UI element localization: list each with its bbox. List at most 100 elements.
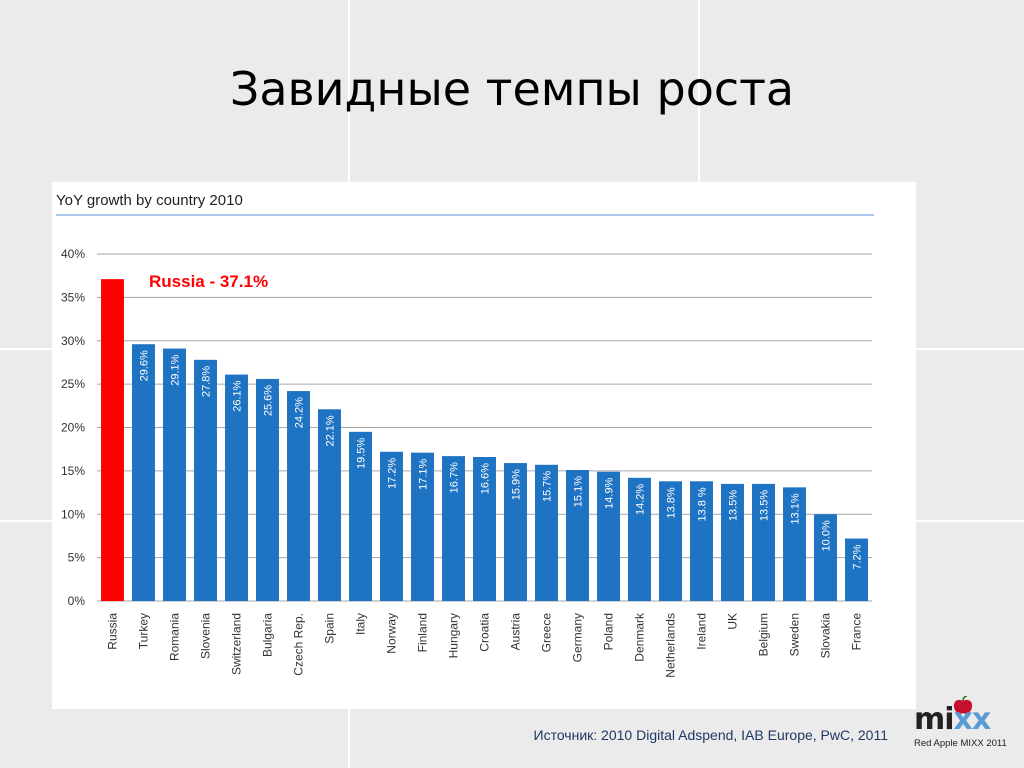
bar-data-label: 22.1%	[325, 415, 337, 446]
x-tick-label: Hungary	[447, 613, 461, 658]
red-apple-icon	[953, 696, 973, 714]
bar-data-label: 17.1%	[418, 458, 430, 489]
x-tick-label: Slovakia	[819, 613, 833, 659]
bar-slovenia	[194, 359, 217, 601]
data-labels-layer: 29.6% 29.1% 27.8% 26.1% 25.6% 24.2% 22.1% 19.5%…	[139, 350, 864, 570]
x-tick-label: Romania	[168, 613, 182, 661]
bar-belgium	[752, 483, 775, 601]
bar-croatia	[473, 456, 496, 601]
bar-data-label: 13.5%	[759, 490, 771, 521]
background-grid-line	[0, 348, 52, 350]
bar-switzerland	[225, 374, 248, 601]
x-tick-label: Bulgaria	[261, 613, 275, 657]
x-tick-label: Belgium	[757, 613, 771, 656]
source-note: Источник: 2010 Digital Adspend, IAB Euro…	[533, 727, 888, 743]
y-tick-label: 0%	[68, 594, 86, 608]
y-tick-label: 5%	[68, 551, 86, 565]
x-tick-label: Finland	[416, 613, 430, 652]
x-tick-label: Germany	[571, 613, 585, 662]
y-axis-ticks: 0% 5% 10% 15% 20% 25% 30% 35% 40%	[61, 247, 85, 608]
y-tick-label: 35%	[61, 290, 85, 304]
x-tick-label: Italy	[354, 613, 368, 635]
chart-title: YoY growth by country 2010	[56, 192, 243, 209]
x-tick-label: Turkey	[137, 613, 151, 649]
bar-netherlands	[659, 481, 682, 601]
bar-chart: YoY growth by country 2010 0% 5% 10% 15% 20%…	[56, 192, 874, 678]
y-tick-label: 40%	[61, 247, 85, 261]
bar-france	[845, 538, 868, 601]
bar-slovakia	[814, 514, 837, 601]
background-grid-line	[916, 520, 1024, 522]
logo-word-prefix: mi	[914, 702, 955, 737]
bar-data-label: 25.6%	[263, 385, 275, 416]
bar-greece	[535, 464, 558, 601]
bar-data-label: 13.8%	[666, 487, 678, 518]
bar-denmark	[628, 477, 651, 601]
bar-sweden	[783, 487, 806, 601]
bar-data-label: 13.1%	[790, 493, 802, 524]
bar-data-label: 10.0%	[821, 520, 833, 551]
highlight-annotation: Russia - 37.1%	[149, 272, 268, 291]
x-tick-label: Sweden	[788, 613, 802, 656]
bar-uk	[721, 483, 744, 601]
x-tick-label: Czech Rep.	[292, 613, 306, 676]
x-tick-label: Denmark	[633, 612, 647, 662]
bar-spain	[318, 409, 341, 601]
logo-word-suffix: xx	[953, 702, 992, 737]
y-tick-label: 25%	[61, 377, 85, 391]
y-tick-label: 30%	[61, 334, 85, 348]
chart-panel: YoY growth by country 2010 0% 5% 10% 15% 20%…	[52, 182, 916, 709]
bar-austria	[504, 463, 527, 601]
x-tick-label: Norway	[385, 613, 399, 654]
background-grid-line	[0, 520, 52, 522]
background-grid-line	[698, 0, 700, 182]
bar-russia	[101, 279, 124, 601]
bars-layer	[101, 279, 868, 601]
x-tick-label: Slovenia	[199, 613, 213, 659]
slide-title: Завидные темпы роста	[229, 62, 795, 116]
bar-data-label: 14.2%	[635, 484, 647, 515]
bar-data-label: 27.8%	[201, 366, 213, 397]
bar-poland	[597, 471, 620, 601]
bar-data-label: 13.5%	[728, 490, 740, 521]
bar-data-label: 24.2%	[294, 397, 306, 428]
x-tick-label: UK	[726, 613, 740, 630]
bar-data-label: 16.6%	[480, 463, 492, 494]
x-tick-label: Poland	[602, 613, 616, 650]
bar-data-label: 15.7%	[542, 471, 554, 502]
x-tick-label: Switzerland	[230, 613, 244, 675]
bar-data-label: 13.8 %	[697, 487, 709, 521]
bar-norway	[380, 451, 403, 601]
logo-wordmark: mixx	[914, 702, 992, 737]
x-tick-label: Spain	[323, 613, 337, 644]
bar-turkey	[132, 344, 155, 601]
x-tick-label: Croatia	[478, 613, 492, 652]
bar-hungary	[442, 456, 465, 601]
x-tick-label: Austria	[509, 613, 523, 651]
bar-data-label: 29.6%	[139, 350, 151, 381]
bar-romania	[163, 348, 186, 601]
x-tick-label: Ireland	[695, 613, 709, 650]
bar-data-label: 7.2%	[852, 544, 864, 569]
bar-data-label: 17.2%	[387, 458, 399, 489]
x-tick-label: Russia	[106, 613, 120, 650]
bar-data-label: 29.1%	[170, 354, 182, 385]
bar-germany	[566, 470, 589, 601]
bar-data-label: 14.9%	[604, 478, 616, 509]
x-tick-label: Netherlands	[664, 613, 678, 678]
bar-czech-rep	[287, 391, 310, 601]
logo-tagline: Red Apple MIXX 2011	[914, 738, 1007, 749]
y-tick-label: 10%	[61, 507, 85, 521]
x-tick-label: Greece	[540, 613, 554, 653]
mixx-logo: mixx Red Apple MIXX 2011	[912, 696, 1012, 756]
background-grid-line	[348, 0, 350, 182]
bar-data-label: 26.1%	[232, 380, 244, 411]
bar-italy	[349, 431, 372, 601]
bar-data-label: 19.5%	[356, 438, 368, 469]
bar-data-label: 15.9%	[511, 469, 523, 500]
y-tick-label: 20%	[61, 421, 85, 435]
bar-ireland	[690, 481, 713, 601]
y-tick-label: 15%	[61, 464, 85, 478]
x-tick-label: France	[850, 613, 864, 651]
